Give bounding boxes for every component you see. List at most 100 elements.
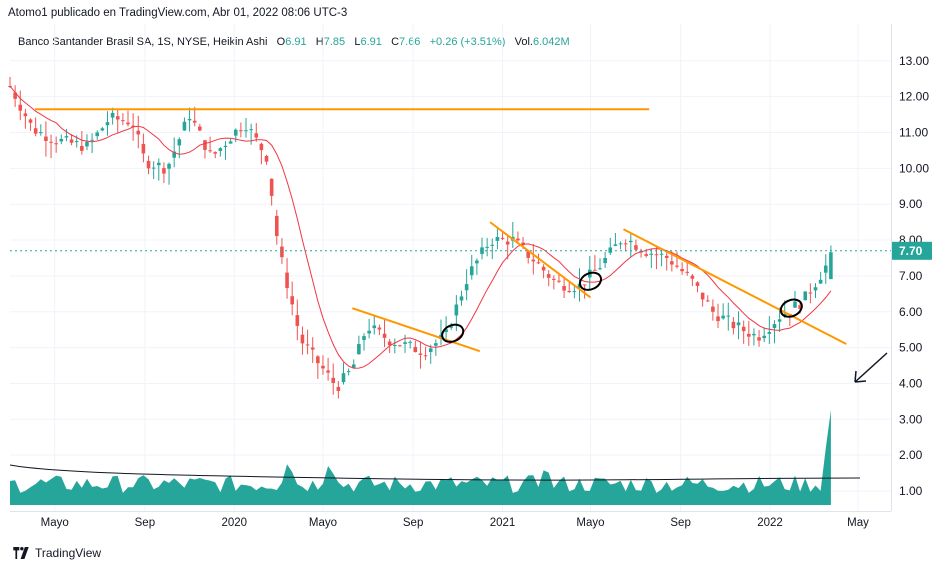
moving-average-line (9, 85, 832, 369)
candle-body (331, 377, 336, 384)
candle-body (541, 266, 546, 271)
breakout-ellipse (779, 298, 803, 318)
candle-body (423, 355, 428, 357)
candle-body (593, 269, 597, 271)
arrow-icon (854, 352, 888, 383)
candle-body (531, 259, 536, 262)
candle-body (274, 215, 279, 237)
candle-body (80, 145, 84, 151)
candle-body (618, 243, 623, 245)
candle-body (285, 272, 289, 289)
chart-legend: Banco Santander Brasil SA, 1S, NYSE, Hei… (18, 36, 570, 48)
candle-body (654, 254, 659, 256)
candle-body (403, 342, 407, 344)
x-tick-label: Mayo (576, 517, 604, 529)
legend-high: 7.85 (323, 36, 346, 48)
candle-body (793, 301, 797, 308)
candle-body (552, 278, 556, 280)
x-tick-label: Mayo (309, 517, 337, 529)
candle-body (233, 129, 238, 136)
y-tick-label: 13.00 (899, 54, 929, 68)
candle-body (675, 265, 679, 267)
candle-body (721, 315, 725, 319)
candle-body (341, 373, 346, 383)
drawings (10, 108, 891, 383)
candle-body (13, 92, 17, 99)
candle-body (731, 321, 736, 329)
candle-body (705, 300, 710, 302)
volume-average-line (9, 464, 861, 481)
legend-symbol[interactable]: Banco Santander Brasil SA, 1S, NYSE, Hei… (18, 36, 268, 48)
current-price-label: 7.70 (899, 244, 923, 258)
legend-low: 6.91 (360, 36, 382, 48)
candle-body (182, 121, 187, 131)
candle-body (464, 284, 469, 291)
candle-body (813, 287, 818, 291)
candle-body (413, 346, 418, 353)
candle-body (64, 136, 69, 138)
candle-body (680, 269, 684, 272)
candle-body (485, 246, 489, 248)
candle-body (23, 113, 28, 117)
legend-volume-label: Vol. (514, 36, 533, 48)
candle-body (305, 344, 310, 346)
candle-body (146, 160, 151, 169)
candle-body (808, 292, 813, 294)
candle-body (336, 386, 341, 391)
candle-body (608, 247, 613, 253)
candle-body (649, 253, 654, 255)
y-tick-label: 11.00 (899, 126, 928, 140)
candle-body (634, 245, 638, 250)
candle-body (223, 145, 228, 148)
candle-body (208, 150, 212, 152)
candle-body (167, 163, 171, 169)
candle-body (203, 140, 207, 150)
publisher-line: Atomo1 publicado en TradingView.com, Abr… (8, 7, 348, 19)
candle-body (418, 353, 423, 355)
y-tick-label: 12.00 (899, 90, 929, 104)
candle-body (300, 334, 305, 344)
trendline (623, 228, 847, 345)
candle-body (95, 132, 100, 137)
x-tick-label: May (847, 517, 869, 529)
candle-body (90, 139, 94, 141)
axis-divider (891, 24, 892, 511)
price-axis: 13.0012.0011.0010.009.008.007.006.005.00… (892, 54, 932, 498)
footer[interactable]: TradingView (12, 546, 101, 560)
candle-body (829, 252, 833, 280)
candle-body (818, 279, 823, 284)
candle-body (526, 251, 530, 258)
y-tick-label: 6.00 (899, 305, 923, 319)
candle-body (321, 365, 325, 369)
candle-body (428, 348, 433, 353)
candle-body (567, 290, 572, 292)
y-tick-label: 1.00 (899, 484, 923, 498)
candle-body (536, 262, 541, 264)
candle-body (434, 343, 438, 346)
candle-body (670, 261, 674, 265)
candles (8, 76, 833, 399)
candle-body (377, 327, 382, 330)
candle-body (767, 331, 772, 334)
legend-volume: 6.042M (532, 36, 570, 48)
candle-body (392, 344, 397, 346)
legend-open-label: O (276, 36, 286, 48)
legend-close: 7.66 (399, 36, 421, 48)
candle-body (757, 337, 761, 341)
tradingview-logo-icon (13, 547, 29, 559)
candle-body (823, 265, 828, 273)
breakout-ellipse (441, 323, 465, 343)
breakout-ellipse (578, 271, 603, 291)
candle-body (115, 116, 120, 120)
candle-body (387, 341, 392, 346)
y-tick-label: 2.00 (899, 448, 923, 462)
candle-body (136, 130, 141, 135)
candle-body (280, 246, 284, 258)
current-price-badge (892, 241, 932, 260)
candle-body (259, 143, 264, 151)
candle-body (659, 253, 664, 255)
candle-body (582, 284, 587, 286)
candle-body (747, 333, 751, 337)
legend-high-label: H (315, 36, 324, 48)
